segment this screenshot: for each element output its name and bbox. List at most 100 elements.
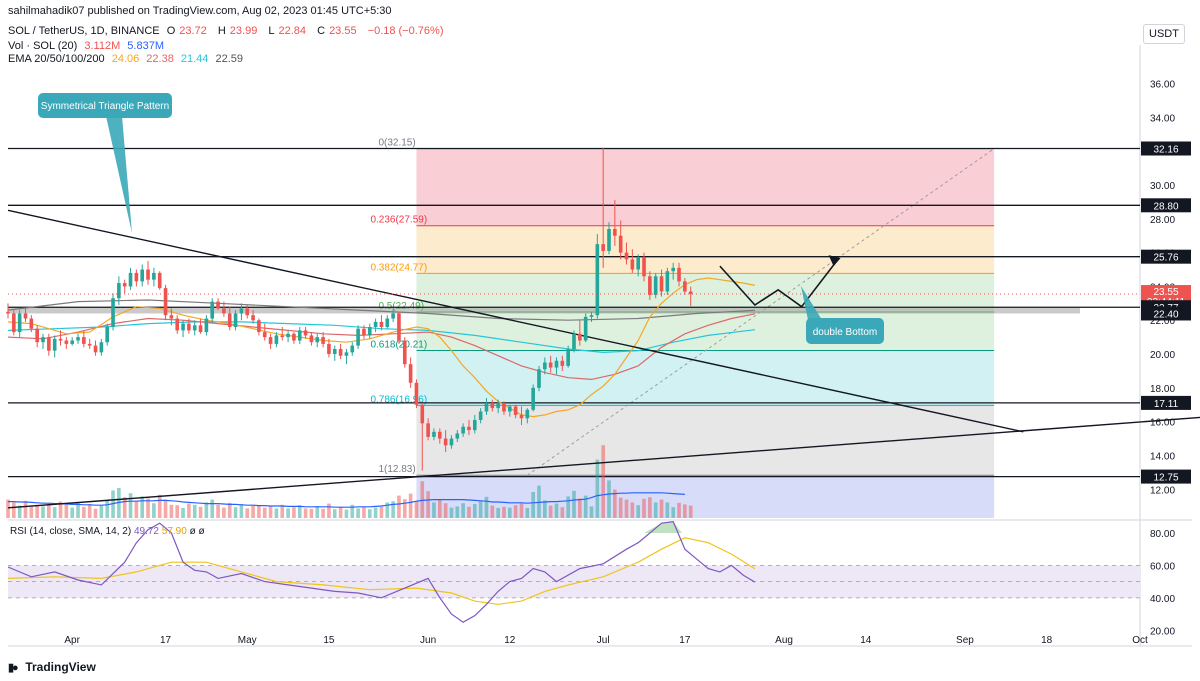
candle-body [297, 330, 302, 341]
volume-bar [508, 507, 512, 518]
volume-bar [653, 502, 658, 518]
volume-bar [227, 502, 232, 518]
double-bottom-arrowhead [828, 255, 841, 267]
volume-bar [432, 502, 436, 518]
candle-body [140, 269, 145, 282]
price-axis-label: 30.00 [1150, 181, 1175, 192]
volume-bar [157, 494, 162, 518]
candle-body [496, 403, 500, 409]
volume-bar [175, 505, 180, 518]
candle-body [111, 298, 115, 327]
volume-legend[interactable]: Vol · SOL (20) 3.112M 5.837M [8, 40, 168, 52]
price-badge-level-value: 12.75 [1153, 473, 1178, 484]
candle-body [607, 228, 611, 251]
volume-bar [152, 503, 156, 518]
candle-body [543, 362, 547, 370]
candle-body [257, 320, 261, 333]
price-axis-label: 14.00 [1150, 451, 1175, 462]
volume-bar [222, 507, 226, 518]
volume-bar [198, 506, 203, 518]
volume-bar [146, 498, 150, 518]
price-axis-label: 34.00 [1150, 113, 1175, 124]
candle-body [52, 338, 57, 351]
candle-body [356, 328, 360, 346]
currency-selector[interactable]: USDT [1143, 24, 1185, 44]
volume-bar [589, 506, 594, 518]
candle-body [472, 419, 477, 431]
volume-bar [472, 504, 477, 518]
candle-body [385, 318, 390, 327]
volume-bar [338, 506, 343, 518]
volume-bar [47, 503, 51, 518]
candle-body [245, 308, 250, 316]
volume-bar [327, 503, 331, 518]
candle-body [578, 333, 582, 341]
candle-body [286, 333, 290, 338]
price-badge-level-value: 17.11 [1154, 399, 1179, 410]
annotation-triangle-text: Symmetrical Triangle Pattern [41, 101, 169, 112]
candle-body [566, 348, 570, 366]
candle-body [601, 244, 605, 251]
candle-body [175, 318, 180, 331]
candle-body [227, 313, 232, 327]
candle-body [122, 283, 127, 287]
candle-body [537, 369, 541, 388]
candle-body [192, 325, 197, 331]
volume-bar [64, 504, 69, 518]
tradingview-logo-icon: ▮● [8, 662, 19, 674]
price-axis-label: 16.00 [1150, 418, 1175, 429]
volume-legend-label: Vol · SOL (20) [8, 40, 78, 52]
candle-body [613, 228, 617, 236]
rsi-legend-part: 49.72 [131, 526, 159, 537]
volume-bar [99, 505, 104, 518]
volume-bar [583, 495, 588, 518]
rsi-legend-part: RSI (14, close, SMA, 14, 2) [10, 526, 131, 537]
volume-bar [17, 505, 22, 518]
ohlc-change: −0.18 (−0.76%) [367, 25, 444, 37]
price-axis-label: 22.00 [1150, 316, 1175, 327]
volume-bar [303, 508, 308, 518]
price-badge-level [1141, 395, 1191, 410]
fib-zone [416, 350, 995, 406]
volume-legend-value: 3.112M [84, 40, 121, 52]
volume-bar [408, 493, 413, 518]
symbol-name[interactable]: SOL / TetherUS, 1D, BINANCE [8, 25, 160, 37]
candle-body [350, 345, 355, 353]
annotation-triangle-pointer [106, 116, 132, 233]
volume-bar [601, 445, 605, 518]
candle-body [338, 348, 343, 356]
volume-bar [630, 502, 635, 518]
fib-level-label: 0.5(22.49) [378, 301, 424, 312]
candle-body [397, 313, 401, 341]
volume-bar [642, 498, 646, 518]
candle-body [572, 333, 576, 349]
candle-body [519, 414, 524, 419]
ohlc-close: C 23.55 [317, 25, 357, 37]
volume-bar [70, 507, 74, 518]
candle-body [157, 272, 162, 289]
candle-body [513, 406, 518, 415]
candle-body [420, 404, 425, 424]
candle-body [280, 335, 285, 338]
volume-bar [128, 493, 133, 518]
volume-bar [618, 497, 623, 518]
candle-body [508, 406, 512, 412]
fib-level-label: 0(32.15) [378, 138, 415, 149]
candle-body [437, 431, 442, 439]
volume-bar [543, 500, 547, 518]
trendline-lower [7, 416, 1200, 509]
volume-bar [449, 507, 454, 518]
volume-bar [280, 504, 285, 518]
candle-body [344, 352, 349, 356]
volume-bar [385, 502, 390, 518]
volume-ma-line [8, 492, 685, 508]
volume-bar [426, 491, 430, 518]
ema-legend[interactable]: EMA 20/50/100/200 24.06 22.38 21.44 22.5… [8, 53, 247, 65]
volume-bar [315, 506, 320, 518]
candle-body [327, 343, 331, 355]
candle-body [146, 269, 150, 280]
volume-bar [531, 492, 535, 518]
volume-bar [292, 507, 296, 518]
time-axis-label: Apr [64, 635, 80, 646]
